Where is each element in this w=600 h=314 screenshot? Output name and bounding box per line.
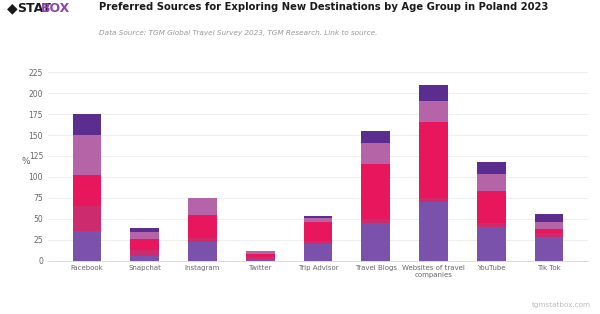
Bar [188, 238, 217, 242]
Bar [477, 191, 506, 223]
Bar [304, 241, 332, 244]
Bar [535, 237, 563, 261]
Text: tgmstatbox.com: tgmstatbox.com [532, 302, 591, 308]
Bar [535, 229, 563, 233]
Bar [477, 227, 506, 261]
Bar [73, 231, 101, 261]
Text: BOX: BOX [41, 2, 70, 14]
Bar [188, 214, 217, 238]
Bar [477, 174, 506, 191]
Bar [304, 244, 332, 261]
Bar [419, 198, 448, 202]
Bar [304, 216, 332, 218]
Bar [419, 122, 448, 198]
Bar [130, 232, 159, 239]
Bar [130, 228, 159, 232]
Text: Data Source: TGM Global Travel Survey 2023, TGM Research. Link to source.: Data Source: TGM Global Travel Survey 20… [99, 30, 377, 36]
Text: Preferred Sources for Exploring New Destinations by Age Group in Poland 2023: Preferred Sources for Exploring New Dest… [99, 2, 548, 12]
Bar [304, 218, 332, 222]
Bar [73, 135, 101, 175]
Bar [304, 222, 332, 241]
Bar [535, 233, 563, 237]
Bar [246, 259, 275, 261]
Bar [477, 223, 506, 227]
Bar [361, 143, 390, 164]
Bar [361, 164, 390, 219]
Bar [188, 198, 217, 214]
Bar [246, 254, 275, 257]
Bar [73, 175, 101, 206]
Text: STAT: STAT [17, 2, 50, 14]
Bar [361, 131, 390, 143]
Text: ◆: ◆ [7, 2, 18, 16]
Bar [246, 257, 275, 259]
Bar [246, 252, 275, 254]
Bar [419, 101, 448, 122]
Bar [535, 214, 563, 222]
Y-axis label: %: % [22, 157, 30, 166]
Bar [246, 251, 275, 252]
Bar [130, 257, 159, 261]
Bar [419, 202, 448, 261]
Bar [477, 162, 506, 174]
Bar [188, 242, 217, 261]
Bar [361, 219, 390, 223]
Bar [73, 206, 101, 231]
Bar [419, 85, 448, 101]
Bar [130, 239, 159, 250]
Bar [73, 114, 101, 135]
Bar [535, 222, 563, 229]
Bar [130, 250, 159, 257]
Bar [361, 223, 390, 261]
